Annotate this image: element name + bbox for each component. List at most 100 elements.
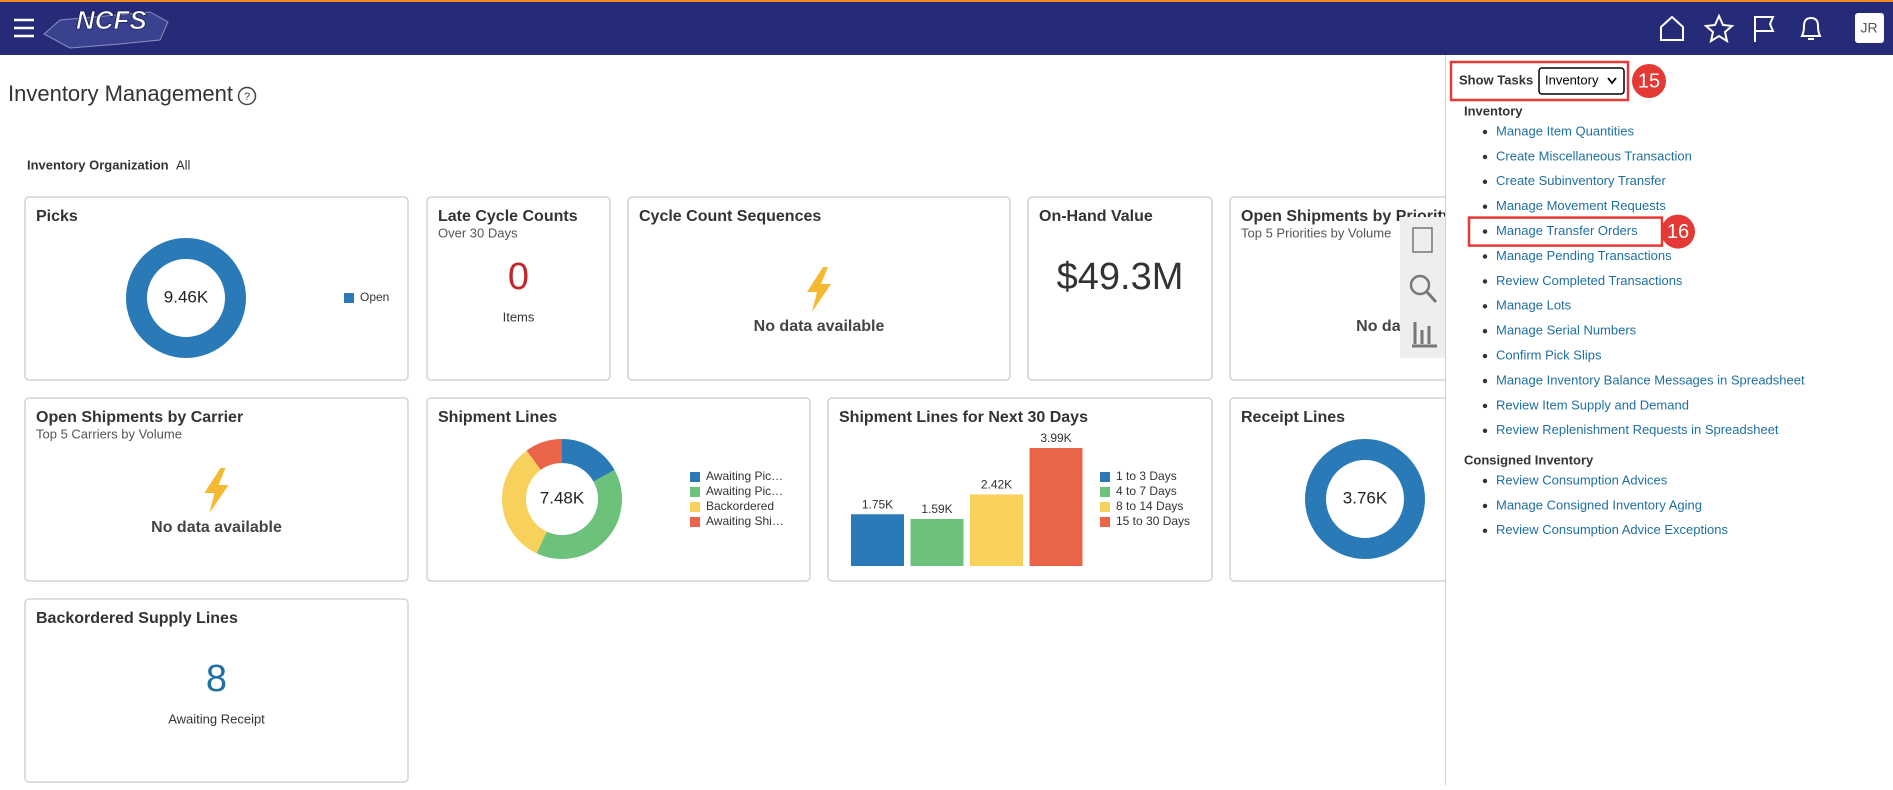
task-link[interactable]: Review Consumption Advices — [1496, 472, 1668, 487]
legend-swatch — [690, 472, 700, 482]
show-tasks-label: Show Tasks — [1459, 72, 1533, 87]
donut-segment — [561, 439, 615, 483]
legend-swatch — [344, 293, 354, 303]
tile[interactable]: On-Hand Value $49.3M — [1027, 196, 1213, 381]
bullet — [1482, 179, 1488, 184]
search-icon[interactable] — [1409, 274, 1431, 296]
legend-label: Awaiting Pic… — [706, 469, 783, 483]
avatar[interactable] — [1855, 13, 1884, 43]
avatar-initials: JR — [1860, 20, 1877, 36]
task-link[interactable]: Create Subinventory Transfer — [1496, 173, 1666, 188]
bar-value-label: 2.42K — [981, 478, 1012, 492]
task-link[interactable]: Review Completed Transactions — [1496, 273, 1683, 288]
task-select[interactable] — [1538, 67, 1625, 95]
step-badge-number: 15 — [1638, 70, 1660, 92]
task-link[interactable]: Manage Item Quantities — [1496, 123, 1635, 138]
bar-value-label: 3.99K — [1040, 431, 1071, 445]
filter-value[interactable]: All — [176, 157, 191, 172]
task-link[interactable]: Manage Inventory Balance Messages in Spr… — [1496, 372, 1805, 387]
no-data-message: No data available — [754, 318, 885, 335]
bar — [1029, 448, 1083, 566]
metric-value: $49.3M — [1057, 256, 1184, 298]
legend-swatch — [690, 502, 700, 512]
task-link[interactable]: Create Miscellaneous Transaction — [1496, 148, 1692, 163]
favorites-icon[interactable] — [1703, 13, 1735, 44]
menu-button[interactable] — [14, 18, 34, 38]
tile-title: Receipt Lines — [1241, 409, 1345, 426]
tile-title: Cycle Count Sequences — [639, 208, 821, 225]
tile-subtitle: Top 5 Priorities by Volume — [1241, 225, 1391, 240]
tile[interactable]: Picks 9.46K Open — [24, 196, 409, 381]
bar — [970, 494, 1023, 566]
no-data-icon — [807, 267, 831, 312]
task-link[interactable]: Manage Serial Numbers — [1496, 323, 1637, 338]
task-link[interactable]: Manage Lots — [1496, 298, 1572, 313]
bullet — [1482, 503, 1488, 509]
select-value: Inventory — [1545, 72, 1599, 87]
bullet — [1482, 403, 1488, 409]
legend-label: Backordered — [706, 499, 774, 513]
task-link[interactable]: Manage Movement Requests — [1496, 198, 1666, 213]
logo-shape — [43, 11, 169, 49]
side-toolbar — [1400, 217, 1445, 358]
bullet — [1482, 378, 1488, 384]
bullet — [1482, 304, 1488, 309]
help-icon[interactable] — [237, 86, 257, 106]
legend-swatch — [1100, 472, 1110, 482]
bullet — [1482, 329, 1488, 334]
home-icon[interactable] — [1660, 15, 1684, 41]
header-icons — [1660, 13, 1822, 44]
metric-caption: Items — [503, 309, 535, 324]
bullet — [1482, 204, 1488, 209]
task-link[interactable]: Review Consumption Advice Exceptions — [1496, 522, 1728, 537]
bullet — [1482, 229, 1488, 234]
logo[interactable]: NCFS — [76, 4, 148, 35]
filter-label: Inventory Organization — [27, 157, 169, 172]
task-link[interactable]: Review Item Supply and Demand — [1496, 397, 1689, 412]
tile-subtitle: Over 30 Days — [438, 225, 518, 240]
donut-segment — [1305, 439, 1425, 559]
metric-value: 0 — [508, 256, 529, 298]
tile[interactable]: Backordered Supply Lines 8 Awaiting Receip… — [24, 598, 409, 783]
section-heading: Inventory — [1464, 103, 1523, 118]
donut-center-label: 3.76K — [1343, 488, 1388, 507]
task-link[interactable]: Manage Transfer Orders — [1496, 223, 1638, 238]
bullet — [1482, 528, 1488, 533]
tile-card — [24, 196, 409, 381]
analytics-icon[interactable] — [1412, 322, 1437, 348]
task-link[interactable]: Manage Pending Transactions — [1496, 248, 1672, 263]
step-badge-number: 16 — [1667, 221, 1689, 243]
legend-swatch — [690, 517, 700, 527]
legend-label: 4 to 7 Days — [1116, 484, 1177, 498]
bar-value-label: 1.75K — [862, 497, 893, 511]
tile-title: On-Hand Value — [1039, 208, 1153, 225]
task-link[interactable]: Review Replenishment Requests in Spreads… — [1496, 422, 1779, 437]
legend-label: Awaiting Pic… — [706, 484, 783, 498]
highlight-box — [1449, 60, 1630, 102]
donut-segment — [526, 439, 563, 471]
section-heading: Consigned Inventory — [1464, 452, 1594, 467]
tasks-icon[interactable] — [1412, 227, 1433, 253]
tile-card — [426, 196, 611, 381]
legend-swatch — [690, 487, 700, 497]
tile[interactable]: Cycle Count Sequences No data available — [627, 196, 1011, 381]
task-link[interactable]: Manage Consigned Inventory Aging — [1496, 497, 1702, 512]
task-link[interactable]: Confirm Pick Slips — [1496, 348, 1602, 363]
tile[interactable]: Shipment Lines for Next 30 Days 1.75K 1.59… — [827, 397, 1213, 582]
no-data-icon — [204, 468, 229, 513]
notifications-icon[interactable] — [1800, 16, 1822, 40]
donut-center-label: 7.48K — [540, 488, 585, 507]
header-bar — [0, 0, 1893, 55]
header-accent — [0, 0, 1893, 2]
tile-title: Backordered Supply Lines — [36, 610, 238, 627]
donut-segment — [126, 238, 246, 358]
bullet — [1482, 154, 1488, 160]
flag-icon[interactable] — [1754, 16, 1775, 42]
tile-subtitle: Top 5 Carriers by Volume — [36, 426, 182, 441]
donut-segment — [536, 470, 622, 559]
legend-label: 8 to 14 Days — [1116, 499, 1183, 513]
